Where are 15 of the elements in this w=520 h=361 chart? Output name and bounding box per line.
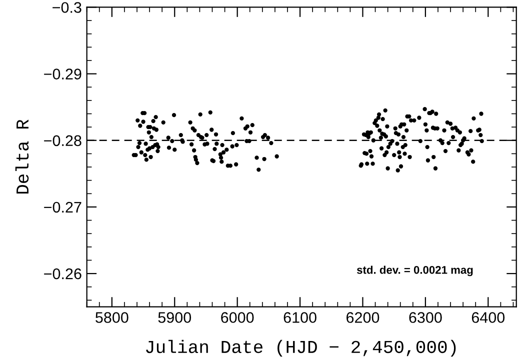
x-tick-label: 6000 (221, 312, 254, 323)
x-tick-label: 6300 (409, 312, 442, 323)
y-axis-title: Delta R (15, 120, 29, 194)
x-tick-label: 6400 (472, 312, 505, 323)
y-tick-label: −0.28 (44, 135, 82, 146)
x-axis-title: Julian Date (HJD − 2,450,000) (146, 340, 456, 357)
x-tick-label: 6100 (284, 312, 316, 323)
x-tick-label: 6200 (346, 312, 380, 323)
x-tick-label: 5900 (158, 312, 192, 323)
y-tick-label: −0.3 (52, 2, 82, 13)
y-tick-label: −0.26 (44, 268, 82, 280)
x-tick-label: 5800 (96, 312, 128, 323)
y-tick-label: −0.29 (44, 68, 82, 80)
annotation: std. dev. = 0.0021 mag (356, 266, 473, 276)
y-tick-label: −0.27 (44, 202, 82, 213)
